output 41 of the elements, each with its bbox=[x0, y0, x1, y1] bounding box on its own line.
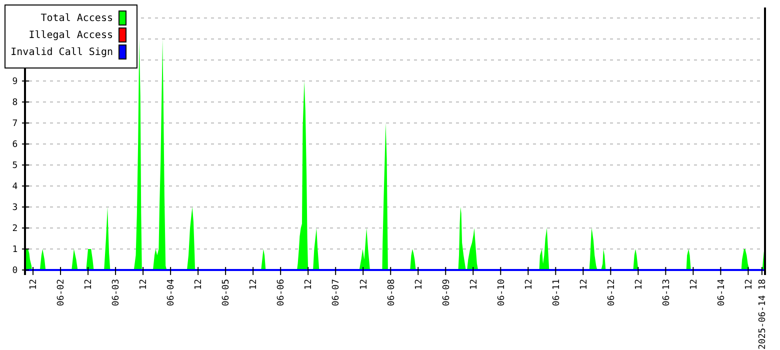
x-tick-label: 12 bbox=[304, 279, 314, 290]
x-tick-label: 06-14 bbox=[716, 279, 727, 306]
y-tick-label: 9 bbox=[12, 77, 18, 88]
x-tick-label: 2025-06-14 18 bbox=[758, 279, 768, 350]
x-tick-label: 12 bbox=[249, 279, 260, 290]
legend-label: Illegal Access bbox=[28, 30, 113, 41]
legend-label: Total Access bbox=[40, 13, 113, 24]
x-tick-label: 06-10 bbox=[496, 279, 507, 306]
x-tick-label: 06-11 bbox=[552, 279, 562, 306]
x-tick-label: 06-08 bbox=[386, 279, 397, 306]
x-tick-label: 06-07 bbox=[332, 279, 342, 306]
x-tick-label: 12 bbox=[689, 279, 700, 290]
legend-label: Invalid Call Sign bbox=[10, 47, 113, 58]
x-tick-label: 06-12 bbox=[606, 279, 617, 306]
x-tick-label: 12 bbox=[414, 279, 424, 290]
x-tick-label: 12 bbox=[29, 279, 40, 290]
x-tick-label: 12 bbox=[139, 279, 150, 290]
x-tick-label: 12 bbox=[359, 279, 370, 290]
x-tick-label: 12 bbox=[579, 279, 590, 290]
x-tick-label: 06-03 bbox=[112, 279, 122, 306]
y-tick-label: 3 bbox=[12, 203, 18, 214]
x-tick-label: 12 bbox=[744, 279, 754, 290]
y-tick-label: 7 bbox=[12, 119, 18, 130]
y-tick-label: 0 bbox=[12, 266, 18, 276]
x-tick-label: 06-02 bbox=[56, 279, 67, 306]
x-tick-label: 06-04 bbox=[166, 279, 177, 306]
x-tick-label: 12 bbox=[634, 279, 644, 290]
y-tick-label: 1 bbox=[12, 245, 18, 256]
y-tick-label: 2 bbox=[12, 224, 18, 234]
x-tick-label: 12 bbox=[469, 279, 480, 290]
x-tick-label: 12 bbox=[194, 279, 204, 290]
y-tick-label: 6 bbox=[12, 140, 18, 150]
x-tick-label: 06-05 bbox=[222, 279, 232, 306]
x-tick-label: 06-09 bbox=[442, 279, 452, 306]
y-tick-label: 8 bbox=[12, 98, 18, 108]
x-tick-label: 12 bbox=[84, 279, 94, 290]
y-tick-label: 5 bbox=[12, 161, 18, 172]
x-tick-label: 06-06 bbox=[276, 279, 287, 306]
y-tick-label: 4 bbox=[12, 182, 18, 192]
x-tick-label: 12 bbox=[524, 279, 534, 290]
x-tick-label: 06-13 bbox=[662, 279, 672, 306]
